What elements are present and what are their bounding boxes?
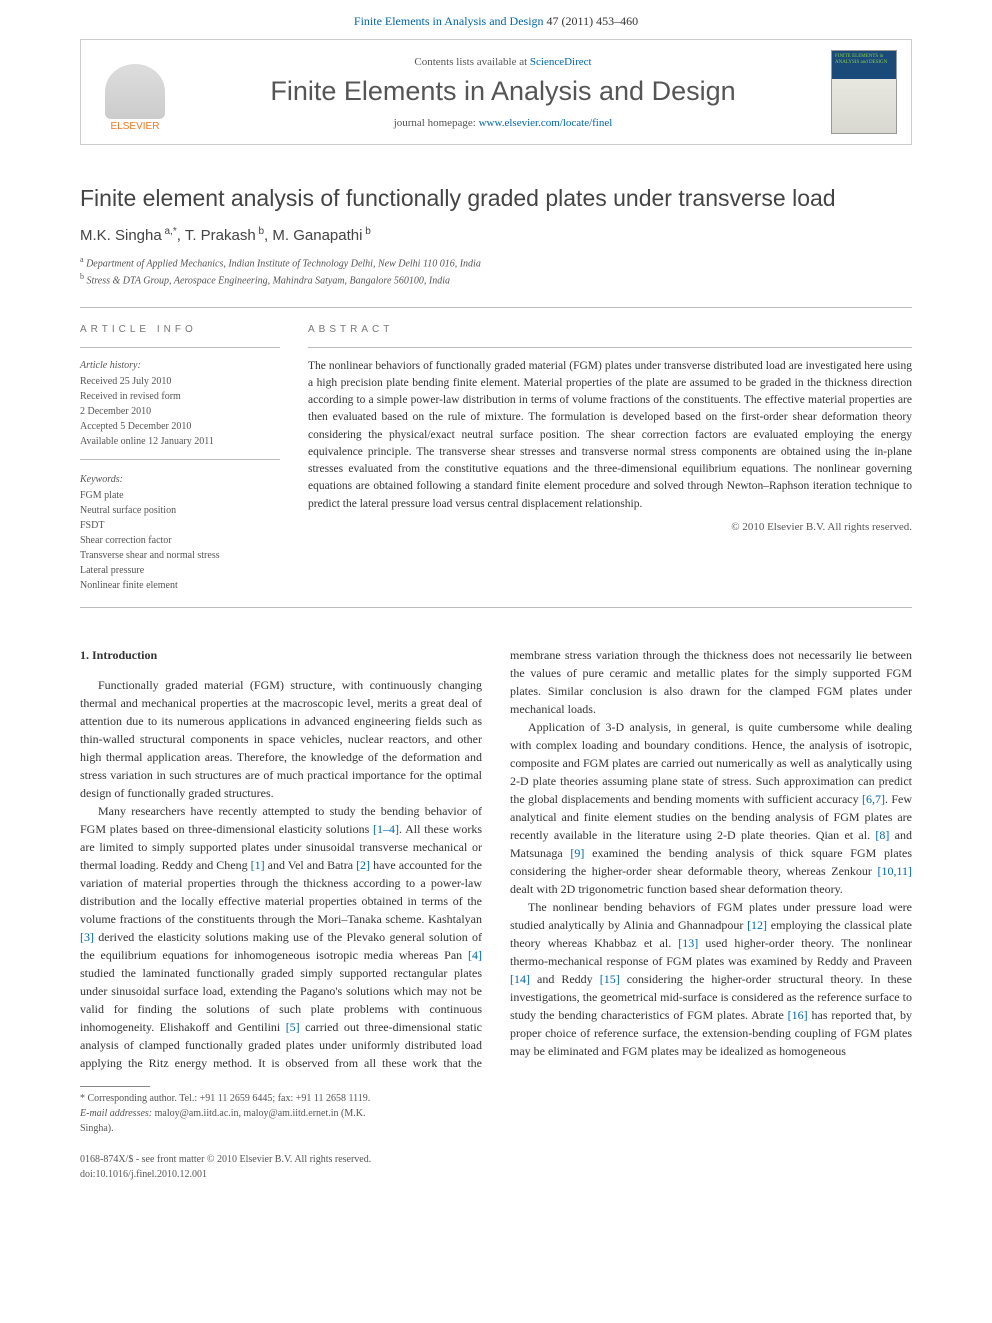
publisher-logo: ELSEVIER: [95, 52, 175, 132]
corresponding-author: * Corresponding author. Tel.: +91 11 265…: [80, 1091, 396, 1106]
para-4: The nonlinear bending behaviors of FGM p…: [510, 898, 912, 1060]
history-1: Received in revised form: [80, 389, 280, 404]
p3e: dealt with 2D trigonometric function bas…: [510, 882, 843, 896]
author-3-affil: b: [362, 226, 370, 237]
affil-b-sup: b: [80, 272, 84, 281]
author-3[interactable]: M. Ganapathi: [272, 227, 362, 244]
affiliation-b: b Stress & DTA Group, Aerospace Engineer…: [80, 271, 912, 288]
abstract-copyright: © 2010 Elsevier B.V. All rights reserved…: [308, 519, 912, 536]
kw-5: Lateral pressure: [80, 563, 280, 578]
history-head: Article history:: [80, 358, 280, 373]
contents-line: Contents lists available at ScienceDirec…: [185, 56, 821, 68]
ref-6-7[interactable]: [6,7]: [862, 792, 885, 806]
ref-8[interactable]: [8]: [875, 828, 889, 842]
article-header: Finite element analysis of functionally …: [0, 145, 992, 628]
history-4: Available online 12 January 2011: [80, 434, 280, 449]
authors: M.K. Singha a,*, T. Prakash b, M. Ganapa…: [80, 226, 912, 244]
p3a: Application of 3-D analysis, in general,…: [510, 720, 912, 806]
publisher-name: ELSEVIER: [111, 121, 160, 132]
article-info: article info Article history: Received 2…: [80, 322, 280, 593]
footnotes: * Corresponding author. Tel.: +91 11 265…: [0, 1072, 476, 1146]
email-label: E-mail addresses:: [80, 1108, 152, 1119]
abstract: abstract The nonlinear behaviors of func…: [308, 322, 912, 593]
cover-body: [832, 79, 896, 133]
history-2: 2 December 2010: [80, 404, 280, 419]
rule-bottom: [80, 607, 912, 608]
footer: 0168-874X/$ - see front matter © 2010 El…: [0, 1146, 992, 1198]
author-2-affil: b: [256, 226, 264, 237]
ref-15[interactable]: [15]: [600, 972, 620, 986]
kw-3: Shear correction factor: [80, 533, 280, 548]
affiliation-a: a Department of Applied Mechanics, India…: [80, 254, 912, 271]
journal-link[interactable]: Finite Elements in Analysis and Design: [354, 14, 544, 28]
info-heading: article info: [80, 322, 280, 337]
journal-name: Finite Elements in Analysis and Design: [185, 76, 821, 107]
issn-line: 0168-874X/$ - see front matter © 2010 El…: [80, 1152, 912, 1167]
p2e: derived the elasticity solutions making …: [80, 930, 482, 962]
corr-marker[interactable]: *: [173, 226, 177, 237]
para-3: Application of 3-D analysis, in general,…: [510, 718, 912, 898]
affil-b-text: Stress & DTA Group, Aerospace Engineerin…: [87, 276, 451, 287]
author-1-affil: a,: [162, 226, 173, 237]
info-rule: [80, 347, 280, 348]
cover-title: FINITE ELEMENTS in ANALYSIS and DESIGN: [832, 51, 896, 79]
ref-1[interactable]: [1]: [251, 858, 265, 872]
ref-10-11[interactable]: [10,11]: [877, 864, 912, 878]
affiliations: a Department of Applied Mechanics, India…: [80, 254, 912, 289]
author-2[interactable]: T. Prakash: [185, 227, 256, 244]
ref-2[interactable]: [2]: [356, 858, 370, 872]
journal-cover-thumb: FINITE ELEMENTS in ANALYSIS and DESIGN: [831, 50, 897, 134]
abstract-text: The nonlinear behaviors of functionally …: [308, 358, 912, 513]
kw-1: Neutral surface position: [80, 503, 280, 518]
journal-header: ELSEVIER Contents lists available at Sci…: [80, 39, 912, 145]
info-rule-2: [80, 459, 280, 460]
header-center: Contents lists available at ScienceDirec…: [175, 56, 831, 129]
kw-4: Transverse shear and normal stress: [80, 548, 280, 563]
ref-16[interactable]: [16]: [788, 1008, 808, 1022]
ref-5[interactable]: [5]: [286, 1020, 300, 1034]
ref-4[interactable]: [4]: [468, 948, 482, 962]
doi-line: doi:10.1016/j.finel.2010.12.001: [80, 1167, 912, 1182]
ref-14[interactable]: [14]: [510, 972, 530, 986]
kw-0: FGM plate: [80, 488, 280, 503]
elsevier-tree-icon: [105, 64, 165, 119]
citation-text: 47 (2011) 453–460: [547, 14, 639, 28]
affil-a-sup: a: [80, 255, 84, 264]
p2c: and Vel and Batra: [265, 858, 356, 872]
meta-row: article info Article history: Received 2…: [80, 308, 912, 607]
ref-1-4[interactable]: [1–4]: [373, 822, 399, 836]
keywords-head: Keywords:: [80, 472, 280, 487]
sciencedirect-link[interactable]: ScienceDirect: [530, 56, 592, 68]
abstract-heading: abstract: [308, 322, 912, 337]
abstract-rule: [308, 347, 912, 348]
ref-12[interactable]: [12]: [747, 918, 767, 932]
ref-13[interactable]: [13]: [678, 936, 698, 950]
email-line: E-mail addresses: maloy@am.iitd.ac.in, m…: [80, 1106, 396, 1136]
ref-3[interactable]: [3]: [80, 930, 94, 944]
homepage-prefix: journal homepage:: [394, 117, 479, 129]
contents-prefix: Contents lists available at: [414, 56, 529, 68]
article-title: Finite element analysis of functionally …: [80, 185, 912, 212]
ref-9[interactable]: [9]: [570, 846, 584, 860]
journal-citation: Finite Elements in Analysis and Design 4…: [0, 0, 992, 39]
p4d: and Reddy: [530, 972, 600, 986]
history-0: Received 25 July 2010: [80, 374, 280, 389]
author-1[interactable]: M.K. Singha: [80, 227, 162, 244]
homepage-line: journal homepage: www.elsevier.com/locat…: [185, 117, 821, 129]
history-3: Accepted 5 December 2010: [80, 419, 280, 434]
homepage-url[interactable]: www.elsevier.com/locate/finel: [479, 117, 613, 129]
section-1-head: 1. Introduction: [80, 646, 482, 664]
kw-2: FSDT: [80, 518, 280, 533]
article-body: 1. Introduction Functionally graded mate…: [0, 628, 992, 1072]
affil-a-text: Department of Applied Mechanics, Indian …: [86, 258, 481, 269]
para-1: Functionally graded material (FGM) struc…: [80, 676, 482, 802]
kw-6: Nonlinear finite element: [80, 578, 280, 593]
footnote-rule: [80, 1086, 150, 1087]
